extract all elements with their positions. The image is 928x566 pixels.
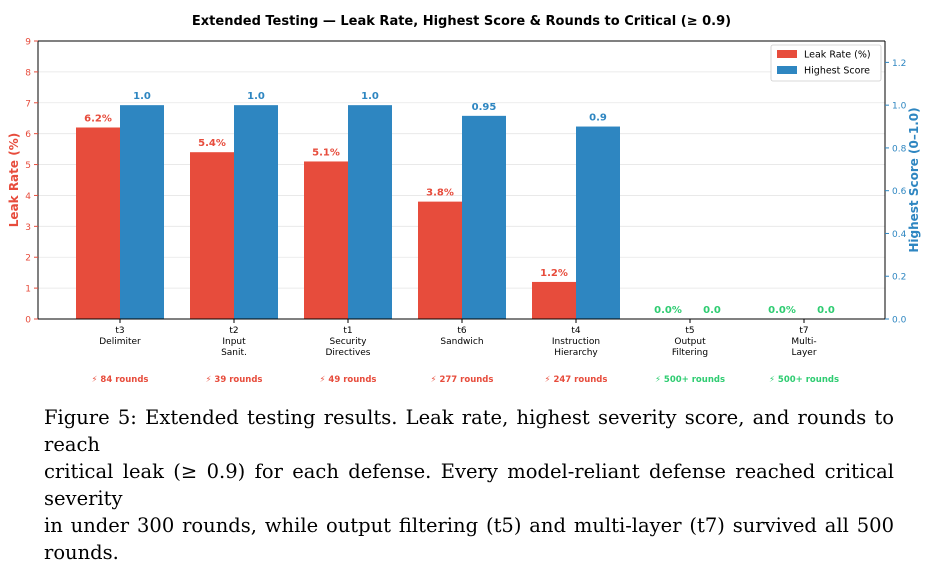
rounds-annotation: ⚡ 49 rounds (320, 375, 377, 385)
left-tick-label: 6 (25, 130, 31, 140)
right-axis-label: Highest Score (0–1.0) (907, 107, 921, 252)
x-tick-label: Layer (791, 348, 816, 358)
x-tick-label: Input (222, 337, 246, 347)
x-tick-label: t3 (115, 326, 124, 336)
figure-caption: Figure 5: Extended testing results. Leak… (44, 404, 894, 566)
bar-value-label: 0.0% (654, 305, 682, 316)
x-tick-label: Filtering (672, 348, 708, 358)
legend-swatch (777, 50, 797, 58)
left-tick-label: 8 (25, 68, 31, 78)
rounds-annotation: ⚡ 277 rounds (431, 375, 494, 385)
bar (304, 161, 348, 319)
left-tick-label: 1 (25, 285, 31, 295)
caption-line: in under 300 rounds, while output filter… (44, 514, 894, 564)
right-tick-label: 0.0 (892, 316, 907, 326)
right-tick-label: 0.4 (892, 230, 907, 240)
x-tick-label: t2 (229, 326, 238, 336)
right-tick-label: 0.6 (892, 187, 907, 197)
x-tick-label: t6 (457, 326, 467, 336)
bar-value-label: 0.0 (703, 305, 721, 316)
bar (120, 105, 164, 320)
bar-value-label: 0.0% (768, 305, 796, 316)
bar (234, 105, 278, 320)
rounds-annotation: ⚡ 500+ rounds (655, 375, 725, 385)
right-tick-label: 0.8 (892, 144, 907, 154)
left-tick-label: 9 (25, 38, 31, 48)
bar (532, 281, 576, 319)
left-tick-label: 7 (25, 99, 31, 109)
x-tick-label: Sanit. (221, 348, 247, 358)
left-tick-label: 2 (25, 254, 31, 264)
legend-swatch (777, 66, 797, 74)
bar (418, 201, 462, 319)
bar-value-label: 5.4% (198, 138, 226, 149)
bar-value-label: 0.95 (472, 102, 497, 113)
bar-value-label: 6.2% (84, 113, 112, 124)
rounds-annotation: ⚡ 39 rounds (206, 375, 263, 385)
left-tick-label: 4 (25, 192, 31, 202)
x-tick-label: Hierarchy (554, 348, 598, 358)
bar-value-label: 3.8% (426, 188, 454, 199)
right-tick-label: 1.0 (892, 102, 907, 112)
x-tick-label: Output (674, 337, 706, 347)
right-tick-label: 0.2 (892, 273, 906, 283)
chart-title: Extended Testing — Leak Rate, Highest Sc… (192, 14, 731, 29)
bar (348, 105, 392, 320)
bar (76, 127, 120, 319)
rounds-annotation: ⚡ 500+ rounds (769, 375, 839, 385)
bar (576, 126, 620, 320)
x-tick-label: Instruction (552, 337, 600, 347)
x-tick-label: Directives (326, 348, 371, 358)
x-tick-label: t7 (799, 326, 808, 336)
x-tick-label: t1 (343, 326, 352, 336)
x-tick-label: Multi- (791, 337, 816, 347)
legend-label: Leak Rate (%) (804, 50, 871, 61)
caption-line: critical leak (≥ 0.9) for each defense. … (44, 460, 894, 510)
bar-value-label: 1.0 (133, 91, 151, 102)
bar-value-label: 1.2% (540, 268, 568, 279)
right-tick-label: 1.2 (892, 59, 906, 69)
bar-value-label: 0.0 (817, 305, 835, 316)
legend-label: Highest Score (804, 66, 870, 77)
left-axis-label: Leak Rate (%) (7, 133, 21, 227)
x-tick-label: Sandwich (440, 337, 483, 347)
bar (190, 152, 234, 319)
left-tick-label: 3 (25, 223, 31, 233)
bar-value-label: 5.1% (312, 147, 340, 158)
legend-box (770, 44, 882, 82)
x-tick-label: Security (330, 337, 368, 347)
x-tick-label: Delimiter (99, 337, 141, 347)
x-tick-label: t4 (571, 326, 581, 336)
bar-value-label: 1.0 (247, 91, 265, 102)
bar (462, 115, 506, 319)
bar-value-label: 1.0 (361, 91, 379, 102)
rounds-annotation: ⚡ 247 rounds (545, 375, 608, 385)
chart: Extended Testing — Leak Rate, Highest Sc… (7, 14, 921, 385)
left-tick-label: 5 (25, 161, 31, 171)
left-tick-label: 0 (25, 316, 31, 326)
caption-line: Figure 5: Extended testing results. Leak… (44, 406, 894, 456)
x-tick-label: t5 (685, 326, 694, 336)
bar-value-label: 0.9 (589, 113, 607, 124)
rounds-annotation: ⚡ 84 rounds (92, 375, 149, 385)
